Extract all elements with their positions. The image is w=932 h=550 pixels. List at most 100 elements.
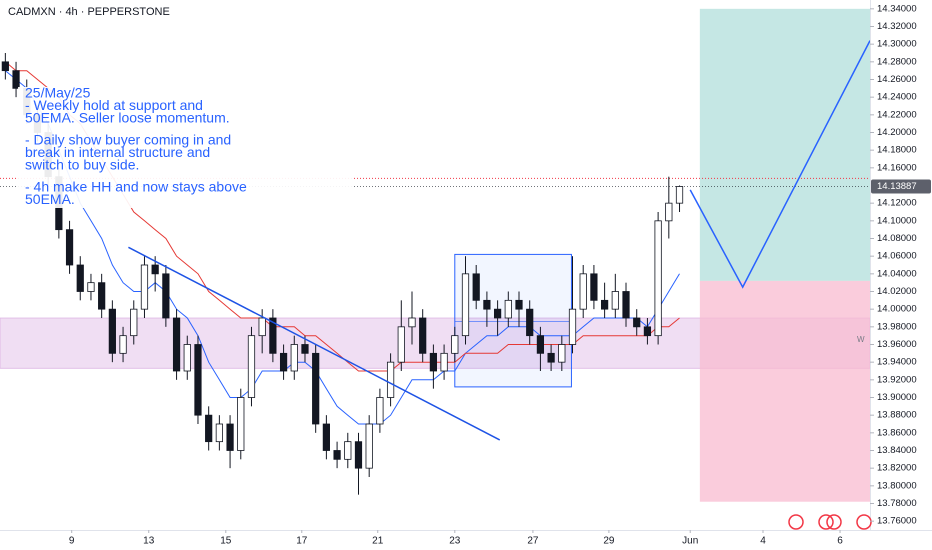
x-tick-label: 9 xyxy=(69,536,75,547)
candle-body xyxy=(140,264,149,310)
y-tick-label: 14.06000 xyxy=(877,251,917,262)
candle-body xyxy=(354,441,363,469)
y-tick-label: 14.02000 xyxy=(877,286,917,297)
y-tick-label: 14.04000 xyxy=(877,268,917,279)
candle-body xyxy=(397,326,405,363)
candle-body xyxy=(237,397,245,451)
y-tick-label: 13.90000 xyxy=(877,392,917,403)
candle-body xyxy=(515,299,523,310)
candle-body xyxy=(172,317,181,372)
candle-body xyxy=(194,344,202,416)
y-tick-label: 14.22000 xyxy=(877,109,917,120)
candle-body xyxy=(601,299,609,310)
note-line: 50EMA. xyxy=(25,191,75,207)
notes-background xyxy=(18,87,353,208)
candle-body xyxy=(76,264,84,292)
candle-body xyxy=(504,299,512,319)
candle-body xyxy=(183,344,191,372)
x-tick-label: 6 xyxy=(837,536,843,547)
candle-body xyxy=(162,273,170,319)
x-tick-label: Jun xyxy=(682,536,698,547)
note-line: - 4h make HH and now stays above xyxy=(25,179,247,195)
candle-body xyxy=(408,317,416,328)
candle-body xyxy=(119,335,127,354)
candle-body xyxy=(622,291,630,319)
y-tick-label: 13.96000 xyxy=(877,339,917,350)
x-tick-label: 17 xyxy=(296,536,308,547)
candle-body xyxy=(590,273,598,301)
candle-body xyxy=(108,308,116,354)
y-tick-label: 14.12000 xyxy=(877,198,917,209)
marker-label: W xyxy=(857,335,865,344)
y-tick-label: 13.84000 xyxy=(877,445,917,456)
y-tick-label: 14.26000 xyxy=(877,74,917,85)
y-tick-label: 13.82000 xyxy=(877,463,917,474)
candle-body xyxy=(547,352,555,363)
y-tick-label: 13.94000 xyxy=(877,357,917,368)
candle-body xyxy=(365,423,373,469)
x-tick-label: 4 xyxy=(760,536,766,547)
last-price-box xyxy=(871,179,931,194)
candle-body xyxy=(526,308,534,337)
candle-body xyxy=(269,317,277,354)
candle-body xyxy=(215,423,223,443)
note-line: - Daily show buyer coming in and xyxy=(25,132,231,148)
plot-area xyxy=(0,8,871,502)
y-tick-label: 14.16000 xyxy=(877,162,917,173)
candle-body xyxy=(333,450,341,460)
notes: 25/May/25- Weekly hold at support and50E… xyxy=(18,85,353,208)
candle-body xyxy=(654,220,662,337)
candle-body xyxy=(665,202,673,222)
y-tick-label: 14.10000 xyxy=(877,215,917,226)
candle-body xyxy=(258,317,266,337)
candle-body xyxy=(205,414,213,443)
candle-body xyxy=(290,344,298,372)
candle-body xyxy=(301,344,309,354)
x-tick-label: 29 xyxy=(603,536,615,547)
candle-body xyxy=(87,282,95,292)
projection xyxy=(689,40,871,289)
x-tick-label: 21 xyxy=(372,536,384,547)
y-tick-label: 14.18000 xyxy=(877,145,917,156)
candle-body xyxy=(1,61,9,72)
candle-body xyxy=(493,308,502,319)
y-tick-label: 14.30000 xyxy=(877,39,917,50)
x-tick-label: 27 xyxy=(527,536,539,547)
candle-body xyxy=(633,317,641,328)
y-tick-label: 14.24000 xyxy=(877,92,917,103)
candle-body xyxy=(568,308,577,345)
y-tick-label: 14.32000 xyxy=(877,21,917,32)
candle-body xyxy=(247,335,256,398)
y-tick-label: 13.88000 xyxy=(877,410,917,421)
candle-body xyxy=(376,397,384,425)
x-tick-label: 13 xyxy=(143,536,155,547)
y-tick-label: 13.98000 xyxy=(877,321,917,332)
range-box xyxy=(454,253,572,388)
y-tick-label: 14.08000 xyxy=(877,233,917,244)
x-tick-label: 23 xyxy=(449,536,461,547)
candle-body xyxy=(344,441,352,460)
candle-body xyxy=(226,423,234,451)
candle-body xyxy=(312,352,320,425)
loss-zone xyxy=(699,280,870,502)
trendline xyxy=(128,246,501,441)
candle-body xyxy=(279,352,288,372)
y-tick-label: 14.00000 xyxy=(877,304,917,315)
note-line: break in internal structure and xyxy=(25,144,210,160)
profit-zone xyxy=(699,8,870,281)
candle-body xyxy=(322,423,330,451)
note-line: - Weekly hold at support and xyxy=(25,97,203,113)
y-tick-label: 14.28000 xyxy=(877,56,917,67)
note-line: switch to buy side. xyxy=(25,157,139,173)
y-tick-label: 13.92000 xyxy=(877,374,917,385)
candle-body xyxy=(483,299,491,310)
candle-body xyxy=(611,291,619,310)
y-tick-label: 13.86000 xyxy=(877,427,917,438)
replay-icons xyxy=(788,514,872,530)
y-tick-label: 14.20000 xyxy=(877,127,917,138)
note-line: 50EMA. Seller loose momentum. xyxy=(25,110,230,126)
candle-body xyxy=(419,317,427,354)
candle-body xyxy=(536,335,545,354)
y-tick-label: 13.78000 xyxy=(877,498,917,509)
